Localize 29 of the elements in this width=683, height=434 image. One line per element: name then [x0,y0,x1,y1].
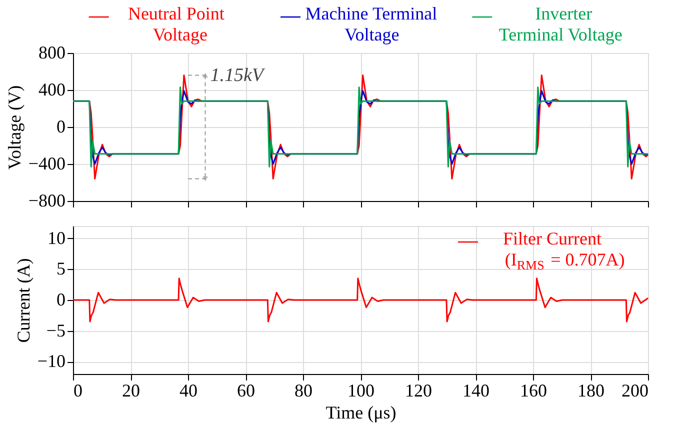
y-tick-label: −400 [28,154,66,174]
y-axis-title: Current (A) [13,258,34,343]
x-tick-label: 100 [348,380,374,400]
x-tick-label: 60 [237,380,255,400]
y-axis-title: Voltage (V) [4,85,24,170]
annotation: 1.15kV [210,65,266,86]
y-tick-label: −10 [37,351,66,372]
y-tick-label: 0 [56,116,66,136]
y-tick-label: 400 [38,80,66,100]
y-tick-label: 0 [56,290,66,310]
y-tick-label: 5 [56,258,66,279]
y-tick-label: −5 [46,320,66,340]
y-tick-label: 10 [48,228,66,248]
legend-label: Neutral Point Voltage [128,4,224,44]
legend-label: Inverter Terminal Voltage [498,4,622,44]
legend-label: Machine Terminal Voltage [305,4,438,44]
line-series [72,278,649,322]
x-tick-label: 20 [122,380,140,400]
x-tick-label: 160 [520,380,547,400]
y-tick-label: −800 [28,190,66,210]
y-tick-label: 800 [38,42,66,62]
x-tick-label: 80 [294,380,312,400]
x-tick-label: 40 [180,380,198,400]
x-tick-label: 140 [462,380,490,400]
x-tick-label: 200 [622,380,648,400]
x-tick-label: 0 [74,380,82,400]
x-axis-title: Time (μs) [326,402,396,422]
x-tick-label: 180 [578,380,604,400]
x-tick-label: 120 [405,380,432,400]
